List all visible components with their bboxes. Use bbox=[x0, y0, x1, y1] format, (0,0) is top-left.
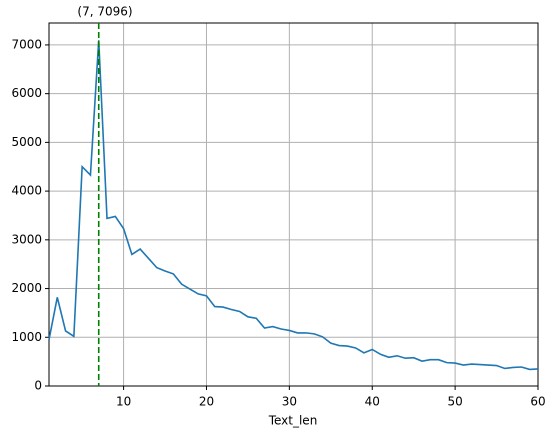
x-tick-label: 40 bbox=[365, 395, 380, 409]
y-tick-label: 3000 bbox=[11, 232, 42, 246]
x-axis-label: Text_len bbox=[268, 414, 318, 428]
y-tick-label: 2000 bbox=[11, 281, 42, 295]
x-tick-label: 30 bbox=[282, 395, 297, 409]
annotation: (7, 7096) bbox=[77, 5, 132, 19]
y-tick-label: 5000 bbox=[11, 135, 42, 149]
y-tick-label: 0 bbox=[34, 379, 42, 393]
y-tick-label: 7000 bbox=[11, 37, 42, 51]
data-line bbox=[48, 40, 539, 371]
y-tick-label: 4000 bbox=[11, 184, 42, 198]
x-tick-label: 60 bbox=[530, 395, 545, 409]
y-tick-label: 6000 bbox=[11, 86, 42, 100]
y-tick-label: 1000 bbox=[11, 330, 42, 344]
x-tick-label: 20 bbox=[199, 395, 214, 409]
x-tick-label: 10 bbox=[116, 395, 131, 409]
x-tick-label: 50 bbox=[447, 395, 462, 409]
plot-frame bbox=[48, 22, 539, 387]
